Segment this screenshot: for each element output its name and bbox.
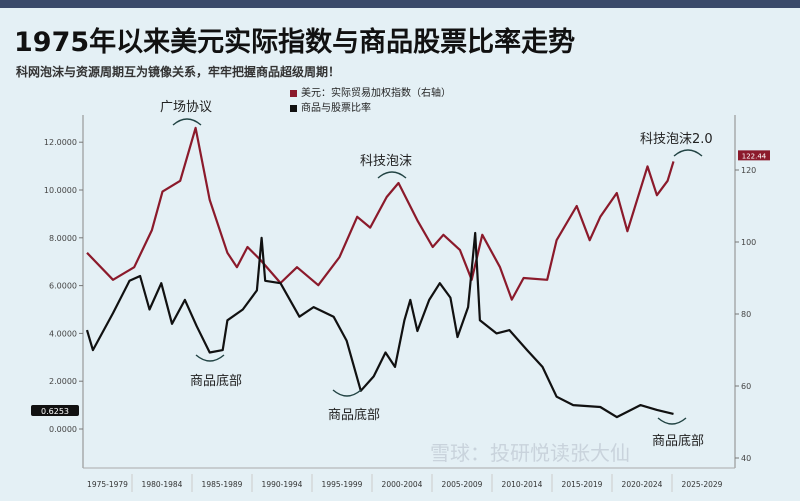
left-tick-label: 0.0000	[49, 425, 77, 434]
legend-swatch-dollar	[290, 89, 297, 97]
annotation-arc	[332, 389, 362, 397]
legend-item-dollar: 美元：实际贸易加权指数（右轴）	[290, 86, 451, 101]
x-tick-label: 2010-2014	[502, 480, 543, 489]
annotation-arc	[673, 149, 703, 157]
legend-label-ratio: 商品与股票比率	[301, 103, 371, 114]
x-tick-label: 1990-1994	[262, 480, 303, 489]
watermark: 雪球：投研悦读张大仙	[430, 441, 630, 465]
last-value-badge-dollar	[738, 150, 770, 161]
annotation-tech-bubble: 科技泡沫	[360, 154, 413, 169]
annotation-arc	[377, 171, 407, 179]
annotation-commodity-bottom-2: 商品底部	[328, 408, 381, 423]
left-tick-label: 12.0000	[44, 138, 77, 147]
left-tick-label: 10.0000	[44, 186, 77, 195]
legend: 美元：实际贸易加权指数（右轴） 商品与股票比率	[290, 86, 451, 116]
chart-title: 1975年以来美元实际指数与商品股票比率走势	[14, 27, 576, 58]
x-tick-label: 2020-2024	[622, 480, 663, 489]
right-tick-label: 40	[741, 454, 751, 463]
legend-swatch-ratio	[290, 104, 297, 112]
x-tick-label: 1995-1999	[322, 480, 363, 489]
chart-subtitle: 科网泡沫与资源周期互为镜像关系，牢牢把握商品超级周期！	[16, 65, 341, 79]
x-tick-label: 1985-1989	[202, 480, 243, 489]
left-tick-label: 4.0000	[49, 329, 77, 338]
left-tick-label: 2.0000	[49, 377, 77, 386]
annotation-commodity-bottom-1: 商品底部	[190, 374, 243, 389]
annotation-tech-bubble-2: 科技泡沫2.0	[640, 132, 713, 147]
top-strip	[0, 0, 800, 8]
x-tick-label: 2015-2019	[562, 480, 603, 489]
x-tick-label: 1980-1984	[142, 480, 183, 489]
annotation-arc	[172, 118, 202, 126]
annotation-plaza-accord: 广场协议	[160, 100, 213, 115]
right-tick-label: 60	[741, 382, 751, 391]
annotation-arc	[195, 354, 225, 362]
annotation-commodity-bottom-3: 商品底部	[652, 434, 705, 449]
right-tick-label: 120	[741, 166, 756, 175]
x-tick-label: 1975-1979	[87, 480, 128, 489]
x-tick-label: 2005-2009	[442, 480, 483, 489]
last-value-label-ratio: 0.6253	[41, 407, 69, 416]
annotation-arc	[657, 417, 687, 425]
series-line-dollar	[86, 126, 675, 301]
left-tick-label: 6.0000	[49, 282, 77, 291]
legend-label-dollar: 美元：实际贸易加权指数（右轴）	[301, 88, 451, 99]
x-tick-label: 2000-2004	[382, 480, 423, 489]
last-value-badge-ratio	[31, 404, 79, 416]
series-line-ratio	[85, 231, 674, 419]
last-value-label-dollar: 122.44	[742, 152, 767, 160]
right-tick-label: 100	[741, 238, 756, 247]
right-tick-label: 80	[741, 310, 751, 319]
x-tick-label: 2025-2029	[682, 480, 723, 489]
legend-item-ratio: 商品与股票比率	[290, 101, 451, 116]
left-tick-label: 8.0000	[49, 234, 77, 243]
